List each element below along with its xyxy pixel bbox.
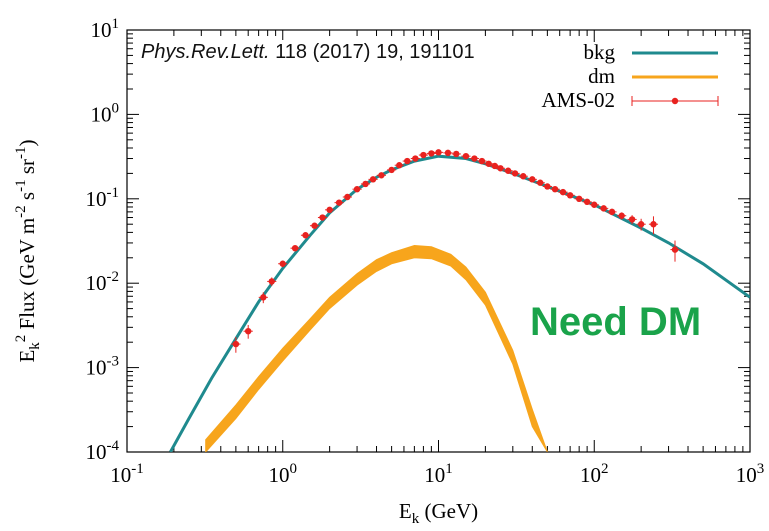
data-point — [319, 214, 326, 221]
data-point — [362, 180, 369, 188]
data-point — [435, 149, 442, 156]
y-tick-label: 10-1 — [86, 185, 120, 211]
data-point — [628, 216, 636, 223]
series-AMS-02-points — [231, 149, 680, 353]
data-point — [279, 260, 286, 267]
x-tick-label: 101 — [424, 461, 453, 487]
data-point — [591, 201, 598, 208]
data-point — [551, 185, 559, 193]
citation-annotation: Phys.Rev.Lett. 118 (2017) 19, 191101 — [141, 40, 475, 64]
data-point — [311, 222, 318, 229]
data-point — [420, 151, 427, 159]
data-point — [291, 244, 299, 252]
data-point — [559, 188, 567, 196]
x-tick-label: 10-1 — [110, 461, 144, 487]
x-tick-label: 103 — [736, 461, 765, 487]
legend-label-bkg: bkg — [584, 40, 616, 64]
data-point — [608, 208, 616, 216]
data-point — [600, 205, 607, 212]
data-point — [369, 176, 377, 183]
y-tick-label: 100 — [91, 100, 120, 126]
y-tick-label: 101 — [91, 16, 120, 42]
need-dm-callout: Need DM — [528, 298, 704, 346]
legend-label-dm: dm — [588, 64, 615, 88]
plot-frame — [126, 29, 751, 453]
data-point — [491, 162, 499, 170]
x-tick-label: 102 — [580, 461, 609, 487]
data-point — [344, 193, 351, 201]
data-point — [566, 192, 574, 199]
data-point — [537, 179, 544, 186]
data-point — [453, 150, 460, 158]
data-point — [302, 232, 309, 239]
data-point — [444, 149, 452, 157]
data-point — [671, 246, 679, 253]
data-point — [428, 150, 435, 157]
data-point — [335, 199, 343, 206]
data-point — [412, 155, 419, 162]
data-point — [529, 176, 536, 183]
x-tick-label: 100 — [269, 461, 298, 487]
data-point — [511, 170, 519, 177]
data-point — [268, 278, 275, 285]
data-point — [544, 183, 551, 190]
data-point — [583, 198, 591, 206]
y-tick-label: 10-3 — [86, 354, 120, 380]
data-point — [260, 294, 267, 301]
data-point — [637, 221, 645, 228]
data-point — [244, 327, 252, 335]
data-point — [378, 172, 385, 179]
data-point — [326, 206, 333, 214]
data-point — [388, 166, 395, 174]
data-point — [650, 221, 657, 228]
data-point — [232, 340, 240, 348]
data-point — [353, 185, 361, 193]
data-point — [485, 160, 492, 167]
data-point — [462, 152, 470, 160]
legend-label-AMS-02: AMS-02 — [541, 88, 615, 112]
data-point — [575, 195, 583, 202]
citation-reference: 118 (2017) 19, 191101 — [275, 41, 475, 63]
data-point — [520, 173, 527, 180]
legend-point — [671, 97, 679, 105]
axes-layer — [126, 29, 751, 453]
axis-labels: 10-1 100 101 102 103 10-4 10-3 10-2 10-1 100 101 Ek… — [13, 16, 764, 527]
data-point — [396, 162, 403, 169]
y-tick-label: 10-2 — [86, 269, 120, 295]
data-point — [404, 157, 411, 165]
y-tick-label: 10-4 — [86, 438, 120, 464]
data-point — [497, 165, 504, 172]
series-dm-band — [205, 244, 548, 452]
data-point — [504, 167, 512, 174]
data-point — [478, 157, 486, 165]
data-point — [471, 155, 478, 162]
data-point — [618, 212, 625, 219]
x-axis-label: Ek (GeV) — [399, 499, 478, 527]
citation-journal: Phys.Rev.Lett. — [141, 41, 270, 63]
data-layer — [169, 149, 750, 452]
y-axis-label: Ek2 Flux (GeV m-2 s-1 sr-1) — [13, 139, 43, 362]
